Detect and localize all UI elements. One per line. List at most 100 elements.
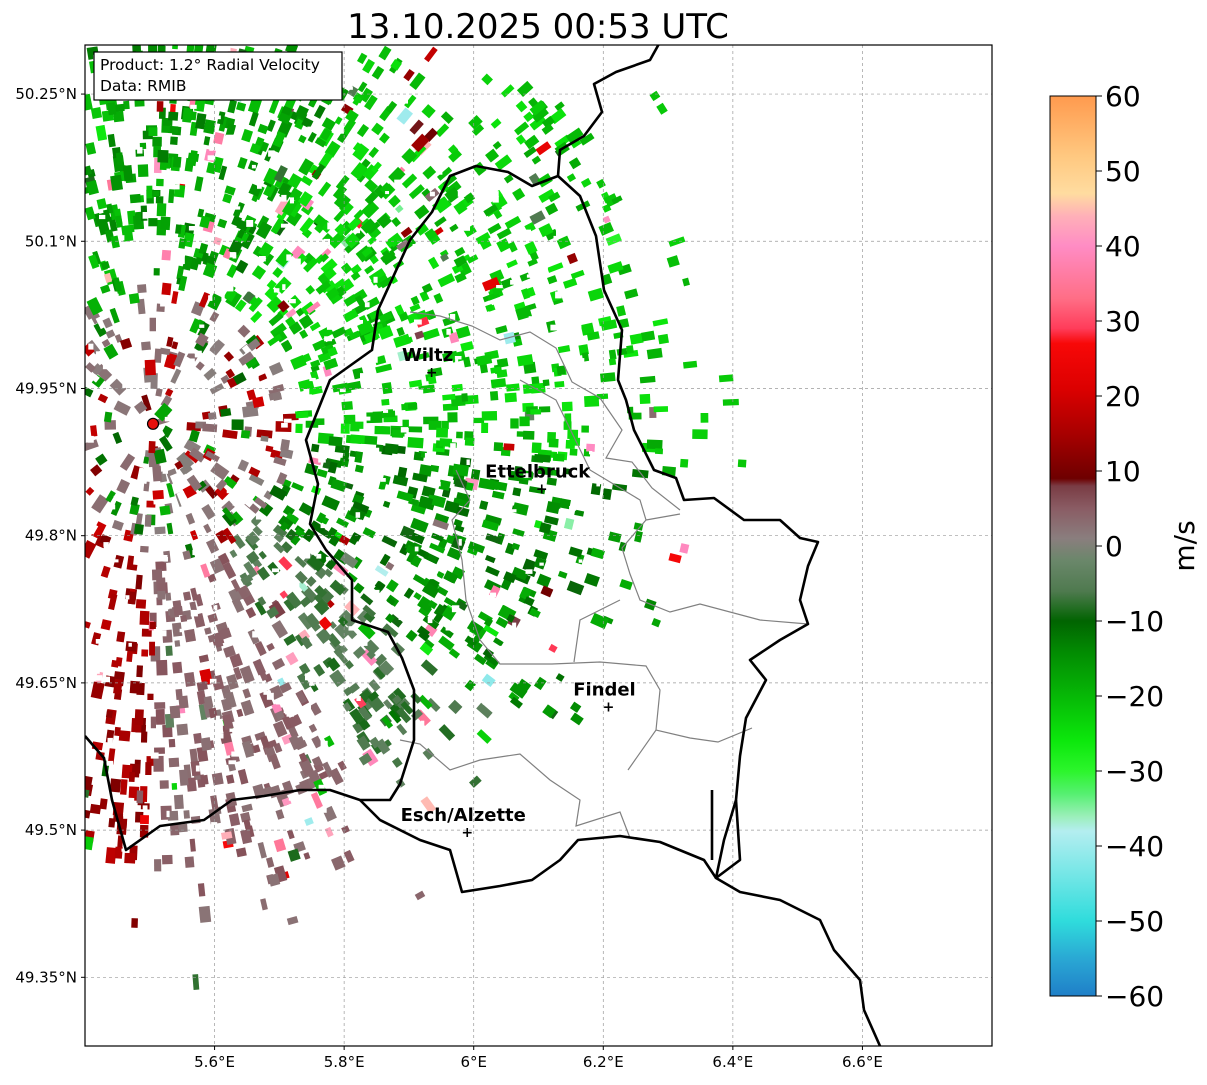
radar-velocity-bin: [433, 196, 452, 214]
radar-nodata-gap: [93, 670, 100, 674]
radar-velocity-bin: [547, 275, 558, 285]
radar-velocity-bin: [88, 254, 100, 270]
radar-nodata-gap: [462, 225, 470, 231]
radar-velocity-bin: [220, 831, 233, 840]
radar-velocity-bin: [451, 263, 464, 275]
radar-velocity-bin: [373, 184, 388, 199]
radar-velocity-bin: [314, 585, 328, 598]
lon-tick-label: 6°E: [460, 1053, 487, 1071]
colorbar-ticks: 60 50 40 30 20 10 0 −10 −20 −30 −40 −50 −60: [1096, 80, 1164, 1013]
radar-velocity-bin: [198, 291, 210, 308]
radar-velocity-bin: [633, 522, 644, 531]
radar-nodata-gap: [281, 194, 287, 202]
radar-velocity-bin: [178, 695, 189, 709]
radar-velocity-bin: [269, 485, 288, 501]
radar-nodata-gap: [407, 571, 414, 578]
radar-nodata-gap: [596, 359, 603, 364]
radar-velocity-bin: [303, 852, 311, 860]
radar-nodata-gap: [192, 549, 199, 556]
radar-velocity-bin: [241, 442, 251, 454]
radar-velocity-bin: [188, 429, 200, 443]
radar-nodata-gap: [385, 191, 389, 195]
radar-velocity-bin: [337, 616, 349, 627]
radar-velocity-bin: [533, 549, 549, 561]
radar-velocity-bin: [288, 321, 303, 335]
radar-nodata-gap: [227, 46, 231, 52]
radar-velocity-bin: [374, 565, 389, 577]
radar-velocity-bin: [396, 723, 408, 736]
radar-velocity-bin: [367, 225, 382, 240]
radar-nodata-gap: [584, 411, 590, 417]
radar-velocity-bin: [207, 613, 218, 623]
radar-nodata-gap: [414, 319, 422, 325]
radar-velocity-bin: [387, 232, 404, 248]
radar-velocity-bin: [286, 209, 303, 227]
radar-nodata-gap: [262, 761, 266, 768]
radar-velocity-bin: [223, 645, 236, 658]
radar-velocity-bin: [250, 310, 263, 323]
radar-nodata-gap: [364, 302, 370, 308]
radar-velocity-bin: [565, 439, 576, 449]
radar-velocity-bin: [516, 80, 534, 98]
radar-velocity-bin: [485, 303, 494, 312]
radar-velocity-bin: [237, 157, 248, 170]
radar-velocity-bin: [100, 565, 111, 579]
radar-velocity-bin: [367, 235, 377, 245]
radar-velocity-bin: [152, 465, 162, 482]
radar-velocity-bin: [186, 777, 197, 792]
radar-nodata-gap: [542, 270, 549, 276]
radar-velocity-bin: [309, 520, 326, 534]
radar-velocity-bin: [414, 330, 425, 340]
radar-velocity-bin: [423, 127, 438, 142]
radar-velocity-bin: [451, 383, 463, 392]
radar-velocity-bin: [374, 425, 391, 435]
colorbar-tick-label: −40: [1105, 830, 1164, 863]
radar-velocity-bin: [323, 338, 337, 349]
radar-nodata-gap: [266, 692, 274, 700]
radar-velocity-bin: [456, 431, 463, 439]
radar-velocity-bin: [543, 515, 559, 526]
radar-velocity-bin: [154, 859, 162, 872]
radar-velocity-bin: [493, 481, 508, 492]
radar-velocity-bin: [692, 429, 708, 440]
radar-velocity-bin: [646, 439, 663, 450]
radar-nodata-gap: [309, 679, 315, 686]
radar-velocity-bin: [161, 249, 172, 261]
radar-velocity-bin: [412, 574, 429, 587]
radar-velocity-bin: [423, 623, 438, 637]
radar-velocity-bin: [159, 505, 171, 516]
radar-velocity-bin: [263, 445, 274, 453]
radar-velocity-bin: [639, 375, 656, 384]
radar-velocity-bin: [149, 317, 157, 332]
radar-velocity-bin: [124, 852, 136, 864]
radar-velocity-bin: [263, 253, 275, 266]
radar-nodata-gap: [414, 546, 419, 552]
radar-velocity-bin: [171, 341, 179, 350]
radar-velocity-bin: [243, 561, 258, 578]
radar-nodata-gap: [373, 276, 378, 283]
radar-velocity-bin: [107, 102, 117, 116]
radar-velocity-bin: [542, 704, 557, 719]
radar-nodata-gap: [293, 442, 298, 449]
radar-nodata-gap: [290, 374, 296, 381]
radar-nodata-gap: [412, 244, 420, 249]
radar-velocity-bin: [384, 443, 399, 455]
radar-velocity-bin: [363, 611, 376, 623]
radar-velocity-bin: [333, 192, 351, 211]
radar-velocity-bin: [91, 494, 109, 514]
radar-velocity-bin: [309, 702, 322, 716]
city-markers: +Wiltz+Ettelbruck+Findel+Esch/Alzette: [401, 345, 636, 841]
lat-tick-label: 50.1°N: [25, 232, 77, 250]
radar-nodata-gap: [556, 230, 561, 236]
radar-velocity-bin: [214, 484, 230, 501]
radar-velocity-bin: [519, 416, 530, 427]
radar-nodata-gap: [466, 459, 470, 465]
radar-nodata-gap: [318, 784, 325, 789]
radar-velocity-bin: [128, 771, 136, 783]
radar-velocity-bin: [87, 412, 97, 420]
radar-nodata-gap: [132, 315, 138, 321]
radar-velocity-bin: [246, 550, 260, 565]
radar-nodata-gap: [160, 300, 167, 307]
radar-nodata-gap: [212, 115, 221, 120]
